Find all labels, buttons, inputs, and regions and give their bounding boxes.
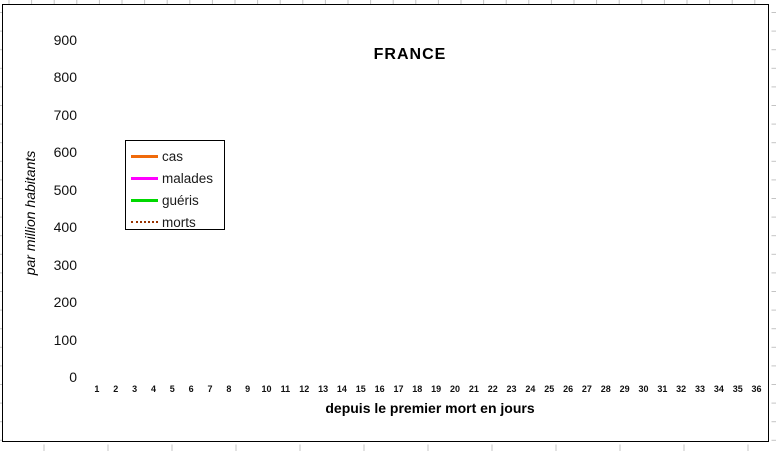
y-tick-label: 600 [53, 144, 77, 161]
x-tick-label: 5 [169, 384, 175, 394]
morts-line-swatch [131, 221, 158, 223]
y-axis-title: par million habitants [22, 150, 38, 276]
legend: cas malades guéris morts [125, 140, 225, 230]
y-tick-label: 800 [53, 69, 77, 86]
legend-label: morts [162, 214, 196, 230]
chart-border [2, 4, 769, 442]
x-tick-label: 12 [299, 384, 310, 394]
x-tick-label: 7 [207, 384, 213, 394]
x-tick-label: 28 [600, 384, 611, 394]
y-tick-label: 500 [53, 181, 77, 198]
x-tick-label: 3 [132, 384, 138, 394]
x-tick-label: 15 [355, 384, 366, 394]
legend-item-morts: morts [131, 211, 224, 233]
cas-line-swatch [131, 154, 158, 158]
x-tick-label: 6 [188, 384, 194, 394]
x-tick-label: 35 [732, 384, 743, 394]
legend-label: malades [162, 170, 214, 186]
x-tick-label: 18 [412, 384, 423, 394]
x-tick-label: 8 [226, 384, 232, 394]
x-tick-label: 32 [676, 384, 687, 394]
x-tick-label: 13 [318, 384, 329, 394]
x-tick-label: 27 [581, 384, 592, 394]
x-tick-label: 4 [150, 384, 156, 394]
x-tick-label: 23 [506, 384, 517, 394]
x-tick-label: 25 [544, 384, 555, 394]
x-tick-label: 20 [450, 384, 461, 394]
x-tick-label: 1 [94, 384, 100, 394]
x-axis-title: depuis le premier mort en jours [325, 400, 535, 416]
legend-item-cas: cas [131, 145, 224, 167]
chart-title: FRANCE [373, 46, 447, 63]
x-tick-label: 24 [525, 384, 536, 394]
x-tick-label: 14 [336, 384, 347, 394]
legend-label: cas [162, 148, 184, 164]
x-tick-label: 30 [638, 384, 649, 394]
x-tick-label: 36 [751, 384, 762, 394]
legend-item-malades: malades [131, 167, 224, 189]
x-tick-label: 19 [431, 384, 442, 394]
gueris-line-swatch [131, 198, 158, 202]
x-tick-label: 26 [563, 384, 574, 394]
x-tick-label: 16 [374, 384, 385, 394]
x-tick-label: 11 [280, 384, 291, 394]
x-tick-label: 2 [113, 384, 119, 394]
y-tick-label: 200 [53, 294, 77, 311]
x-tick-label: 9 [245, 384, 251, 394]
x-tick-label: 17 [393, 384, 404, 394]
y-tick-label: 0 [69, 369, 77, 385]
malades-line-swatch [131, 176, 158, 180]
x-tick-label: 33 [695, 384, 706, 394]
x-tick-label: 29 [619, 384, 630, 394]
y-tick-label: 300 [53, 256, 77, 273]
legend-label: guéris [162, 192, 199, 208]
legend-item-gueris: guéris [131, 189, 224, 211]
x-tick-label: 22 [487, 384, 498, 394]
y-tick-label: 700 [53, 106, 77, 123]
x-tick-label: 10 [261, 384, 272, 394]
x-tick-label: 21 [468, 384, 479, 394]
y-tick-label: 100 [53, 331, 77, 348]
y-tick-label: 400 [53, 219, 77, 236]
y-tick-label: 900 [53, 32, 77, 48]
x-tick-label: 31 [657, 384, 668, 394]
x-tick-label: 34 [713, 384, 724, 394]
